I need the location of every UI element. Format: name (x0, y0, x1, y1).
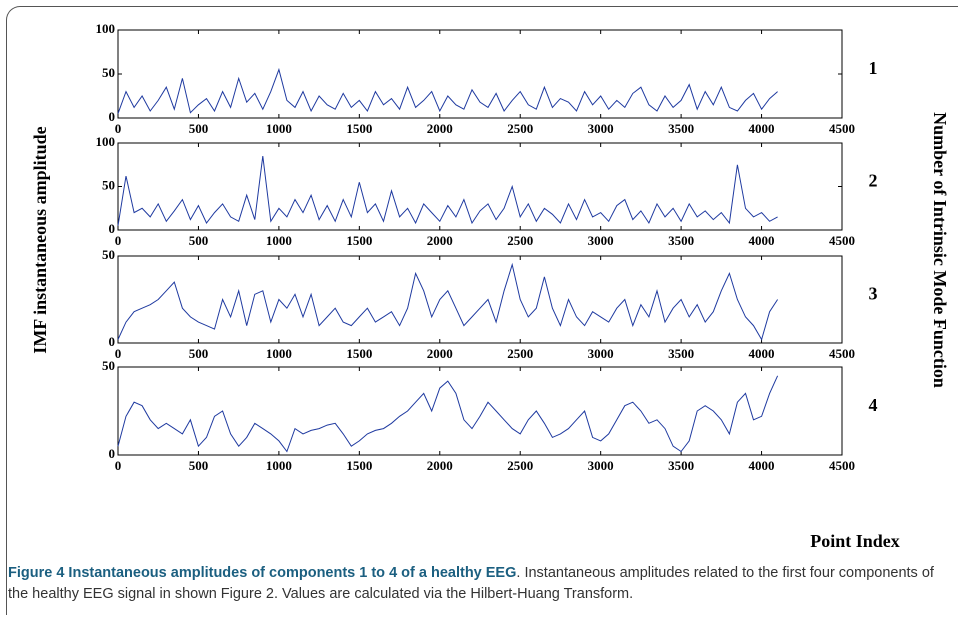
x-tick-label: 2500 (507, 346, 533, 361)
y-tick-label: 0 (109, 221, 116, 236)
x-tick-label: 3500 (668, 346, 694, 361)
x-tick-label: 4500 (829, 233, 855, 248)
x-tick-label: 2000 (427, 233, 453, 248)
x-tick-label: 1500 (346, 233, 372, 248)
x-tick-label: 2000 (427, 458, 453, 473)
x-tick-label: 0 (115, 458, 122, 473)
x-tick-label: 500 (189, 121, 209, 136)
x-tick-label: 4000 (749, 233, 775, 248)
x-tick-label: 4500 (829, 346, 855, 361)
panel-label: 3 (869, 284, 878, 304)
x-tick-label: 2500 (507, 121, 533, 136)
x-tick-label: 2500 (507, 233, 533, 248)
x-tick-label: 4000 (749, 121, 775, 136)
y-tick-label: 50 (102, 65, 115, 80)
x-tick-label: 1000 (266, 346, 292, 361)
right-axis-label: Number of Intrinsic Mode Function (930, 112, 950, 388)
x-tick-label: 4500 (829, 121, 855, 136)
x-tick-label: 3000 (588, 233, 614, 248)
x-tick-label: 4000 (749, 458, 775, 473)
y-tick-label: 50 (102, 177, 115, 192)
y-axis-label: IMF instantaneous amplitude (30, 126, 50, 353)
x-tick-label: 1500 (346, 458, 372, 473)
axes-box (117, 255, 843, 344)
x-tick-label: 1500 (346, 346, 372, 361)
y-tick-label: 100 (96, 21, 116, 36)
x-tick-label: 3500 (668, 233, 694, 248)
x-tick-label: 3000 (588, 346, 614, 361)
chart: IMF instantaneous amplitude Number of In… (30, 21, 950, 551)
x-tick-label: 3500 (668, 121, 694, 136)
x-tick-label: 3000 (588, 121, 614, 136)
x-tick-label: 1000 (266, 233, 292, 248)
data-line (117, 156, 778, 226)
x-tick-label: 0 (115, 121, 122, 136)
axes-box (117, 142, 843, 231)
x-tick-label: 4000 (749, 346, 775, 361)
y-tick-label: 50 (102, 247, 115, 262)
x-tick-label: 2500 (507, 458, 533, 473)
x-tick-label: 500 (189, 233, 209, 248)
y-tick-label: 0 (109, 446, 116, 461)
x-tick-label: 0 (115, 346, 122, 361)
y-tick-label: 100 (96, 134, 116, 149)
y-tick-label: 50 (102, 358, 115, 373)
x-tick-label: 0 (115, 233, 122, 248)
x-tick-label: 1500 (346, 121, 372, 136)
caption-text: . Instantaneous amplitudes related to th… (8, 565, 934, 602)
caption: Figure 4 Instantaneous amplitudes of com… (8, 563, 948, 605)
axes-box (117, 29, 843, 119)
y-tick-label: 0 (109, 334, 116, 349)
x-tick-label: 2000 (427, 346, 453, 361)
figure-frame (6, 6, 958, 615)
panel-label: 4 (869, 395, 878, 415)
panel-label: 2 (869, 171, 878, 191)
x-tick-label: 2000 (427, 121, 453, 136)
data-line (117, 375, 779, 453)
panel-label: 1 (869, 58, 878, 78)
axes-box (117, 366, 843, 456)
x-tick-label: 3500 (668, 458, 694, 473)
x-tick-label: 1000 (266, 121, 292, 136)
x-axis-label: Point Index (810, 531, 900, 551)
data-line (117, 262, 779, 341)
y-tick-label: 0 (109, 109, 116, 124)
x-tick-label: 3000 (588, 458, 614, 473)
x-tick-label: 4500 (829, 458, 855, 473)
x-tick-label: 1000 (266, 458, 292, 473)
caption-title: Figure 4 Instantaneous amplitudes of com… (8, 565, 517, 581)
x-tick-label: 500 (189, 458, 209, 473)
data-line (117, 67, 778, 114)
x-tick-label: 500 (189, 346, 209, 361)
